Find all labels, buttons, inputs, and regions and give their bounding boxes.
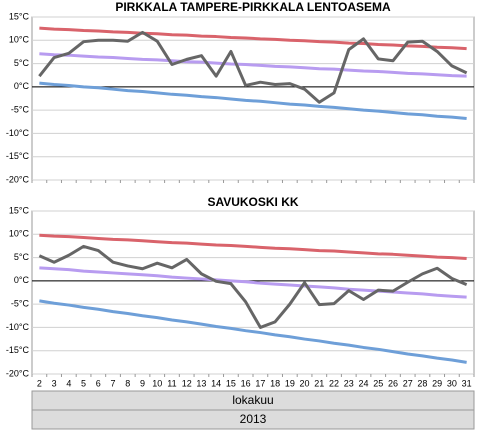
x-tick-label: 22 [329, 378, 339, 388]
series-line [39, 26, 467, 51]
x-tick-label: 9 [140, 378, 145, 388]
x-group-cell [31, 409, 475, 430]
x-tick-label: 7 [111, 378, 116, 388]
y-tick-label: -10°C [6, 128, 30, 138]
x-tick-label: 27 [403, 378, 413, 388]
x-tick-label: 11 [167, 378, 176, 388]
y-tick-label: -10°C [6, 322, 30, 332]
x-tick-label: 28 [417, 378, 427, 388]
x-tick-label: 30 [447, 378, 457, 388]
y-tick-label: -15°C [6, 151, 30, 161]
chart-title: PIRKKALA TAMPERE-PIRKKALA LENTOASEMA [115, 0, 391, 14]
x-tick-label: 5 [81, 378, 86, 388]
series-line [39, 81, 467, 121]
y-tick-label: 15°C [9, 205, 30, 215]
x-tick-label: 29 [432, 378, 442, 388]
y-tick-label: 15°C [9, 11, 30, 21]
y-tick-label: -20°C [6, 368, 30, 378]
x-tick-label: 18 [270, 378, 280, 388]
x-tick-label: 6 [96, 378, 101, 388]
y-tick-label: 10°C [9, 35, 30, 45]
x-tick-label: 26 [388, 378, 398, 388]
series-line [38, 244, 468, 329]
series-line [39, 52, 467, 78]
x-tick-label: 4 [66, 378, 71, 388]
x-tick-label: 15 [226, 378, 236, 388]
x-tick-label: 2 [37, 378, 42, 388]
y-tick-label: -15°C [6, 345, 30, 355]
y-tick-label: -5°C [11, 299, 30, 309]
x-tick-label: 17 [255, 378, 265, 388]
x-tick-label: 25 [373, 378, 383, 388]
x-tick-label: 3 [52, 378, 57, 388]
y-tick-label: 10°C [9, 229, 30, 239]
x-tick-label: 12 [182, 378, 192, 388]
x-tick-label: 31 [462, 378, 472, 388]
y-tick-label: 5°C [14, 252, 30, 262]
x-tick-label: 14 [211, 378, 221, 388]
x-tick-label: 16 [241, 378, 251, 388]
y-tick-label: -5°C [11, 105, 30, 115]
x-tick-label: 13 [196, 378, 206, 388]
y-tick-label: 0°C [14, 81, 30, 91]
x-year-label: 2013 [240, 412, 267, 426]
series-line [38, 30, 468, 104]
series-line [39, 233, 467, 261]
series-line [39, 266, 467, 299]
series-line [39, 299, 467, 364]
x-tick-label: 23 [344, 378, 354, 388]
chart-title: SAVUKOSKI KK [207, 195, 298, 209]
y-tick-label: -20°C [6, 174, 30, 184]
x-tick-label: 24 [358, 378, 368, 388]
x-tick-label: 19 [285, 378, 295, 388]
x-axis-label: lokakuu [232, 393, 273, 407]
x-tick-label: 21 [314, 378, 324, 388]
x-tick-label: 8 [125, 378, 130, 388]
x-tick-label: 10 [152, 378, 162, 388]
y-tick-label: 5°C [14, 58, 30, 68]
y-tick-label: 0°C [14, 275, 30, 285]
x-tick-label: 20 [300, 378, 310, 388]
